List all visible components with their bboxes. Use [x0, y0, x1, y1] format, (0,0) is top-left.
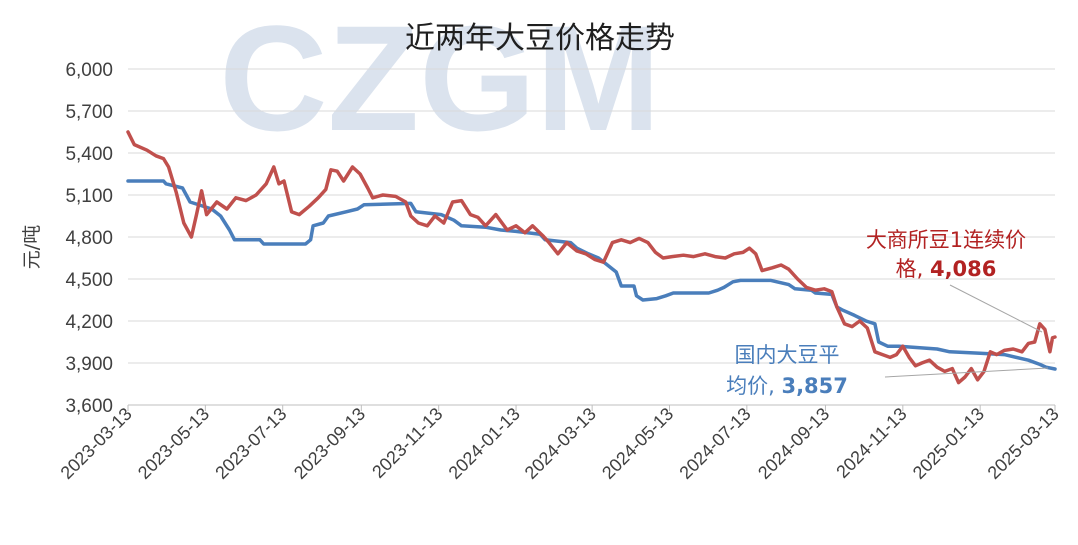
y-tick-label: 6,000 — [65, 60, 113, 81]
red-series-annotation-line1: 大商所豆1连续价 — [866, 228, 1026, 252]
chart-title: 近两年大豆价格走势 — [405, 21, 675, 56]
x-tick-label: 2023-05-13 — [134, 404, 213, 483]
y-tick-label: 4,200 — [65, 312, 113, 333]
blue-annotation-leader — [884, 367, 1049, 378]
blue-series-annotation-value: 3,857 — [781, 374, 847, 398]
y-tick-label: 3,900 — [65, 354, 113, 375]
red-series-annotation-prefix: 格, — [896, 257, 930, 281]
red-annotation-leader — [949, 284, 1043, 333]
x-tick-label: 2023-11-13 — [368, 404, 446, 482]
blue-series-annotation-prefix: 均价, — [726, 374, 781, 398]
x-tick-label: 2025-03-13 — [984, 404, 1063, 483]
x-tick-label: 2024-05-13 — [598, 404, 677, 483]
x-tick-label: 2023-09-13 — [290, 404, 369, 483]
blue-series-annotation-line1: 国内大豆平 — [735, 343, 840, 367]
x-tick-label: 2024-09-13 — [754, 404, 833, 483]
watermark: CZGM — [219, 0, 661, 162]
series-line-domestic-average — [126, 179, 1057, 371]
x-tick-label: 2023-07-13 — [211, 404, 290, 483]
x-tick-label: 2024-07-13 — [675, 404, 754, 483]
x-tick-marks — [127, 405, 1056, 411]
series-layer — [126, 130, 1057, 385]
red-series-annotation-line2: 格, 4,086 — [896, 257, 997, 281]
x-tick-label: 2024-11-13 — [832, 404, 910, 482]
y-tick-label: 5,100 — [65, 186, 113, 207]
blue-series-annotation-line2: 均价, 3,857 — [726, 374, 848, 398]
y-tick-label: 5,700 — [65, 102, 113, 123]
red-series-annotation-value: 4,086 — [930, 257, 996, 281]
y-tick-labels: 3,600 3,900 4,200 4,500 4,800 5,100 5,400 5,700… — [65, 60, 113, 417]
x-tick-label: 2024-01-13 — [445, 404, 524, 483]
x-tick-label: 2024-03-13 — [521, 404, 600, 483]
series-line-dce-soybean-1 — [126, 130, 1057, 385]
y-tick-label: 3,600 — [65, 396, 113, 417]
y-axis-label: 元/吨 — [21, 225, 43, 269]
x-tick-label: 2025-01-13 — [909, 404, 988, 483]
y-tick-label: 4,500 — [65, 270, 113, 291]
gridlines — [128, 68, 1055, 364]
y-tick-label: 5,400 — [65, 144, 113, 165]
y-tick-label: 4,800 — [65, 228, 113, 249]
